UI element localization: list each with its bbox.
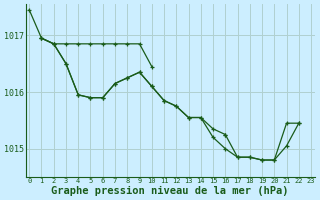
X-axis label: Graphe pression niveau de la mer (hPa): Graphe pression niveau de la mer (hPa) (52, 186, 289, 196)
